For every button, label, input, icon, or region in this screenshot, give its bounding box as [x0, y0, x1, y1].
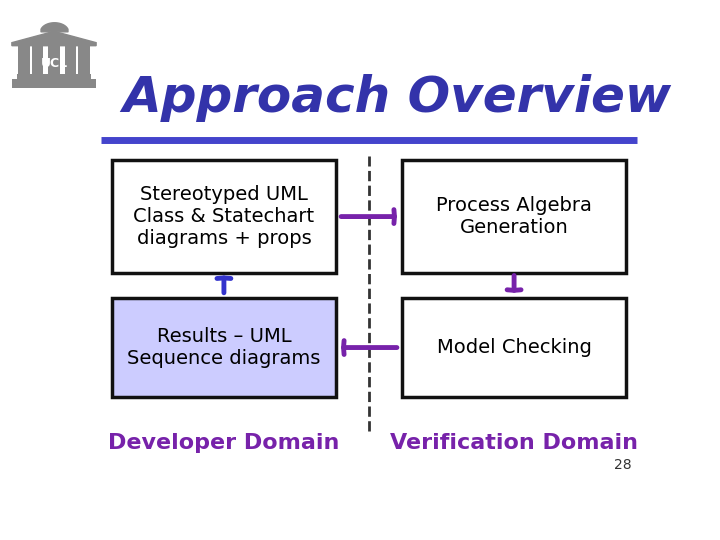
Polygon shape: [12, 31, 96, 46]
Text: 28: 28: [613, 458, 631, 472]
FancyBboxPatch shape: [12, 79, 96, 88]
Text: Stereotyped UML
Class & Statechart
diagrams + props: Stereotyped UML Class & Statechart diagr…: [133, 185, 315, 248]
FancyBboxPatch shape: [66, 46, 76, 75]
Text: Approach Overview: Approach Overview: [122, 74, 672, 122]
FancyBboxPatch shape: [402, 160, 626, 273]
FancyBboxPatch shape: [17, 75, 91, 79]
Text: Developer Domain: Developer Domain: [108, 433, 340, 453]
FancyBboxPatch shape: [112, 298, 336, 397]
FancyBboxPatch shape: [32, 46, 42, 75]
FancyBboxPatch shape: [402, 298, 626, 397]
FancyBboxPatch shape: [112, 160, 336, 273]
FancyBboxPatch shape: [78, 46, 89, 75]
Text: Verification Domain: Verification Domain: [390, 433, 638, 453]
Text: Process Algebra
Generation: Process Algebra Generation: [436, 196, 592, 237]
Text: Model Checking: Model Checking: [436, 338, 592, 357]
Text: UCL: UCL: [40, 57, 68, 70]
FancyBboxPatch shape: [19, 46, 30, 75]
Text: Results – UML
Sequence diagrams: Results – UML Sequence diagrams: [127, 327, 320, 368]
FancyBboxPatch shape: [48, 46, 60, 75]
